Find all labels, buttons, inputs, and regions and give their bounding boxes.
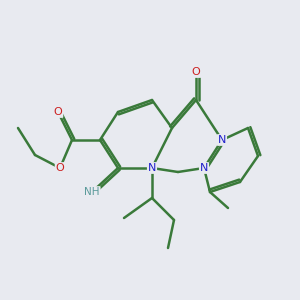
Text: N: N <box>218 135 226 145</box>
Text: N: N <box>148 163 156 173</box>
Text: O: O <box>192 67 200 77</box>
Text: N: N <box>200 163 208 173</box>
Text: O: O <box>56 163 64 173</box>
Text: O: O <box>54 107 62 117</box>
Text: NH: NH <box>84 187 100 197</box>
